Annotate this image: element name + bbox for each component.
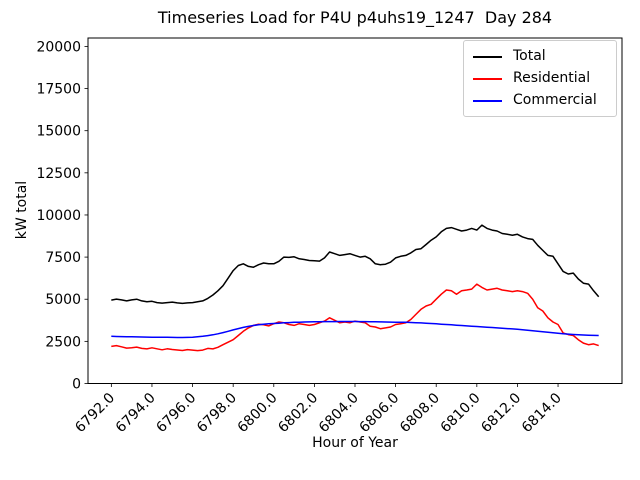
legend-line-total-icon: [473, 55, 502, 58]
series-line-residential: [111, 283, 599, 352]
x-tick-label: 6794.0: [113, 390, 159, 436]
x-tick-label: 6806.0: [356, 390, 402, 436]
y-tick-label: 5000: [45, 292, 81, 308]
legend-line-residential-icon: [473, 77, 502, 80]
x-tick-label: 6800.0: [235, 390, 281, 436]
x-tick-label: 6792.0: [72, 390, 118, 436]
x-tick-label: 6804.0: [316, 390, 362, 436]
series-line-total: [111, 224, 600, 305]
y-tick-label: 15000: [36, 124, 81, 140]
legend-label-total: Total: [513, 48, 546, 64]
legend-item-residential: Residential: [473, 70, 607, 87]
legend-label-commercial: Commercial: [513, 92, 597, 108]
x-tick-label: 6796.0: [153, 390, 199, 436]
chart-title: Timeseries Load for P4U p4uhs19_1247 Day…: [157, 8, 553, 27]
legend-line-commercial-icon: [473, 99, 502, 102]
y-tick-label: 20000: [36, 39, 81, 55]
y-tick-label: 10000: [36, 208, 81, 224]
legend-item-commercial: Commercial: [473, 92, 607, 109]
x-tick-label: 6808.0: [397, 390, 443, 436]
x-axis-label: Hour of Year: [312, 435, 398, 451]
x-tick-label: 6802.0: [275, 390, 321, 436]
legend-item-total: Total: [473, 48, 607, 65]
legend-label-residential: Residential: [513, 70, 591, 86]
y-tick-label: 2500: [45, 334, 81, 350]
y-tick-label: 7500: [45, 250, 81, 266]
y-tick-label: 17500: [36, 82, 81, 98]
x-tick-label: 6812.0: [478, 390, 524, 436]
x-tick-label: 6798.0: [194, 390, 240, 436]
x-tick-label: 6810.0: [438, 390, 484, 436]
y-axis-label: kW total: [14, 180, 30, 240]
series-line-commercial: [111, 320, 599, 339]
y-tick-label: 0: [72, 377, 81, 393]
y-tick-label: 12500: [36, 166, 81, 182]
legend: Total Residential Commercial: [463, 40, 617, 117]
x-tick-label: 6814.0: [519, 390, 565, 436]
